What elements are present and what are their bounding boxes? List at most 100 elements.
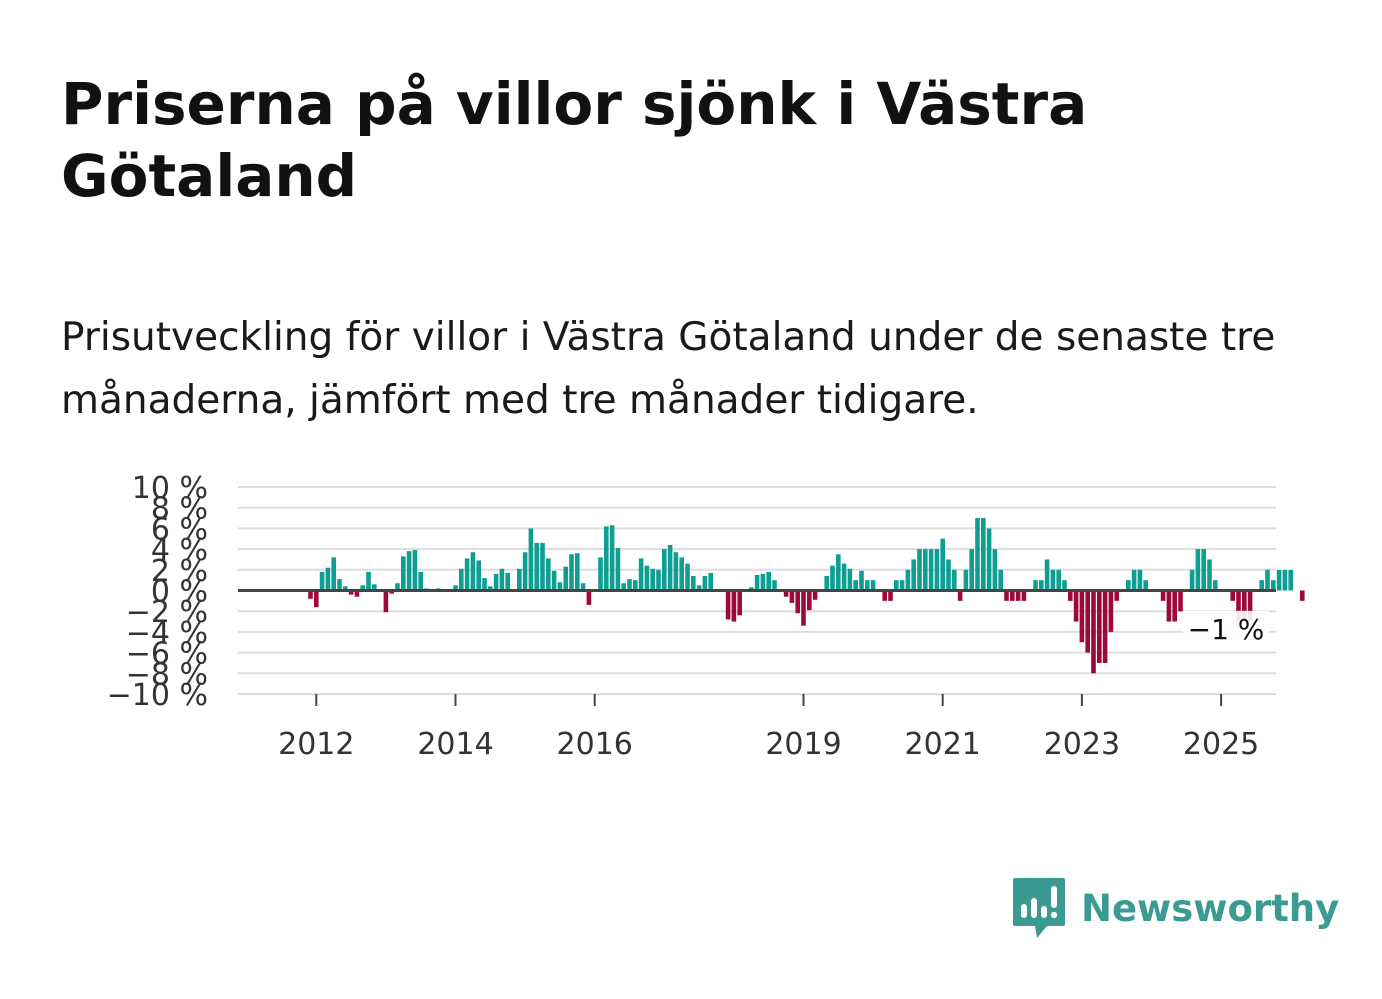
bar: [1282, 569, 1288, 591]
bar: [580, 583, 586, 591]
latest-value-annotation: −1 %: [1183, 610, 1269, 647]
bar: [1213, 580, 1218, 591]
bar: [406, 551, 412, 591]
y-tick-label: 4 %: [151, 533, 208, 568]
bar: [488, 586, 493, 591]
brand-footer[interactable]: Newsworthy: [1011, 876, 1339, 940]
bar: [859, 570, 864, 591]
bar: [737, 590, 742, 616]
bar: [841, 563, 847, 591]
bar: [633, 580, 638, 591]
bar: [517, 568, 522, 591]
bar: [1097, 590, 1102, 663]
bar: [667, 544, 673, 591]
x-axis-ticks: 2012 2014 2016 2019 2021 2023 2025: [278, 694, 1259, 762]
bar: [1021, 590, 1027, 601]
bar: [360, 585, 365, 591]
bar: [563, 566, 568, 591]
bar: [638, 558, 644, 591]
x-tick-label: 2019: [765, 727, 841, 762]
bar: [482, 578, 487, 591]
y-tick-label: 8 %: [151, 492, 208, 527]
bar: [1300, 590, 1305, 601]
bar: [1137, 569, 1143, 591]
bar: [1062, 580, 1067, 591]
bar: [934, 549, 940, 591]
bar: [366, 571, 371, 591]
bar: [1276, 569, 1282, 591]
bar: [1010, 590, 1015, 601]
bar: [459, 568, 464, 591]
bar: [656, 569, 661, 591]
bar: [348, 590, 354, 595]
bar: [522, 552, 528, 591]
bar: [586, 590, 592, 605]
bar: [836, 554, 841, 591]
bar: [1166, 590, 1172, 622]
bar: [795, 590, 800, 614]
bar: [621, 583, 626, 591]
bar: [957, 590, 963, 601]
bar: [1108, 590, 1114, 632]
bar: [952, 569, 957, 591]
bar: [766, 571, 771, 591]
bar: [1242, 590, 1247, 622]
bar: [343, 586, 348, 591]
x-tick-label: 2021: [905, 727, 981, 762]
bar: [1044, 559, 1050, 591]
bar: [389, 590, 394, 594]
bar: [853, 580, 858, 591]
chart-subtitle: Prisutveckling för villor i Västra Götal…: [61, 315, 1276, 423]
annotation-background: [1183, 610, 1269, 647]
bar: [986, 528, 992, 591]
bar: [923, 549, 928, 591]
bar: [470, 552, 476, 591]
bar: [1091, 590, 1096, 674]
bar: [685, 563, 690, 591]
y-tick-label: −2 %: [126, 595, 208, 630]
bar: [453, 585, 458, 591]
bar: [998, 569, 1003, 591]
bar: [905, 569, 911, 591]
y-tick-label: 0 %: [151, 575, 208, 610]
bar: [1126, 580, 1131, 591]
bar: [1073, 590, 1079, 622]
x-tick-label: 2023: [1044, 727, 1120, 762]
bar: [1004, 590, 1009, 601]
bar: [725, 590, 731, 620]
x-tick-label: 2025: [1183, 727, 1259, 762]
newsworthy-logo-icon: [1013, 878, 1065, 938]
bar: [801, 590, 806, 626]
bar: [1085, 590, 1090, 653]
bar: [946, 559, 951, 591]
bar: [708, 572, 713, 591]
bar: [749, 587, 754, 591]
bar: [1265, 569, 1270, 591]
bar: [1271, 580, 1276, 591]
bar: [940, 538, 945, 591]
bar: [401, 556, 406, 591]
bar: [1079, 590, 1085, 643]
bar: [1033, 580, 1038, 591]
brand-name: Newsworthy: [1081, 886, 1340, 930]
bar: [476, 560, 481, 591]
bar: [894, 580, 899, 591]
bar: [314, 590, 319, 608]
bar: [1039, 580, 1044, 591]
bar: [615, 548, 621, 591]
bar: [696, 585, 702, 591]
bar: [963, 569, 969, 591]
bar: [575, 553, 580, 591]
y-tick-label: −10 %: [107, 678, 208, 713]
gridlines: [238, 486, 1276, 695]
bar: [319, 571, 325, 591]
bar: [1068, 590, 1073, 601]
bar: [499, 568, 505, 591]
bar: [372, 584, 377, 591]
y-tick-label: −4 %: [126, 616, 208, 651]
bar: [1015, 590, 1021, 601]
bar: [337, 579, 342, 591]
chart-title: Priserna på villor sjönk i Västra Götala…: [61, 70, 1088, 210]
bar: [673, 552, 679, 591]
annotation-label: −1 %: [1188, 613, 1265, 646]
